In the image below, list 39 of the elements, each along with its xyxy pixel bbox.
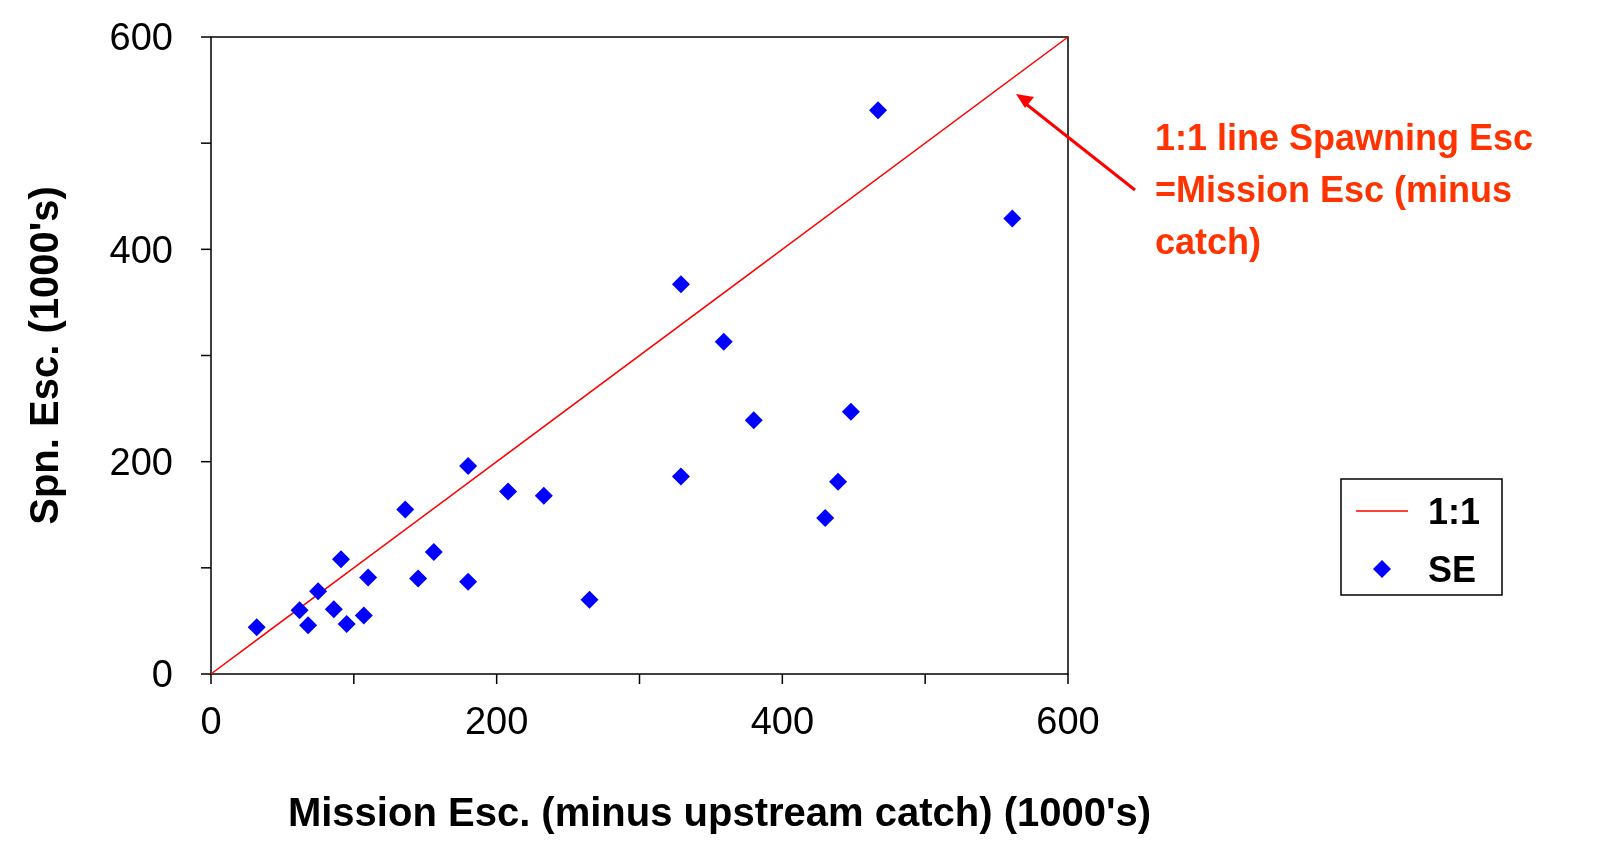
point bbox=[1003, 209, 1022, 228]
y-tick-label: 0 bbox=[151, 653, 173, 696]
legend-label: 1:1 bbox=[1428, 490, 1481, 532]
text: 1:1 line Spawning Esc =Mission Esc (minus catch) bbox=[1155, 117, 1534, 262]
point bbox=[816, 508, 835, 527]
point bbox=[829, 472, 848, 491]
point bbox=[354, 606, 373, 625]
point bbox=[499, 482, 518, 501]
y-tick-label: 600 bbox=[109, 16, 173, 59]
point bbox=[309, 582, 328, 601]
point bbox=[424, 542, 443, 561]
legend-label: SE bbox=[1428, 548, 1477, 590]
x-axis-title: Mission Esc. (minus upstream catch) (1000's) bbox=[287, 790, 1152, 834]
x-tick-label: 400 bbox=[750, 700, 815, 742]
point bbox=[299, 616, 318, 635]
x-tick-label: 0 bbox=[200, 700, 222, 742]
point bbox=[841, 402, 860, 421]
point bbox=[459, 456, 478, 475]
point bbox=[869, 101, 888, 120]
point bbox=[580, 590, 599, 609]
point bbox=[359, 568, 378, 587]
point bbox=[331, 550, 350, 569]
point bbox=[671, 467, 690, 486]
point bbox=[744, 411, 763, 430]
point bbox=[714, 332, 733, 351]
point bbox=[671, 275, 690, 294]
point bbox=[337, 615, 356, 634]
point bbox=[459, 572, 478, 591]
y-tick-label: 200 bbox=[109, 440, 173, 483]
point bbox=[247, 618, 266, 637]
point bbox=[409, 569, 428, 588]
point bbox=[534, 486, 553, 505]
x-tick-label: 200 bbox=[464, 700, 529, 742]
y-tick-label: 400 bbox=[109, 228, 173, 271]
point bbox=[290, 601, 309, 620]
point bbox=[324, 600, 343, 619]
point bbox=[396, 500, 415, 519]
x-tick-label: 600 bbox=[1036, 700, 1100, 742]
y-axis-title: Spn. Esc. (1000's) bbox=[22, 186, 66, 525]
